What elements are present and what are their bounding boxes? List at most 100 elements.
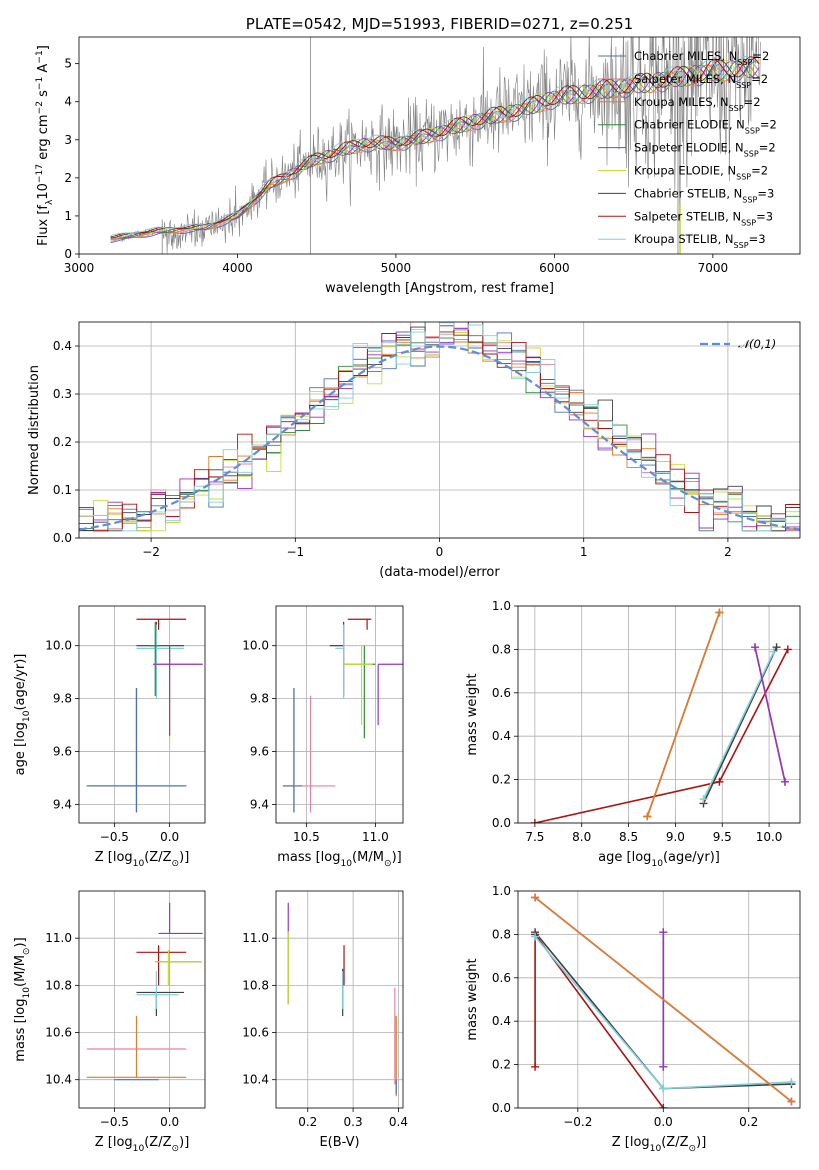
tick-label-y: 5 [64,57,72,71]
x-axis-label: wavelength [Angstrom, rest frame] [325,281,554,296]
errorbar-point [155,949,202,986]
histogram-step [79,322,800,538]
tick-label-y: 10.8 [45,978,72,992]
tick-label-y: 0 [64,247,72,261]
legend-label: Salpeter MILES, NSSP=2 [634,72,768,90]
tick-label-x: 10.5 [293,830,320,844]
series-line [643,608,724,821]
tick-label-x: 0.0 [160,1115,179,1129]
line-path [534,896,792,1103]
errorbar-point [377,663,403,726]
plus-marker [643,812,652,821]
plot-area [86,902,203,1081]
legend-label: Chabrier STELIB, NSSP=3 [634,186,774,204]
tick-label-x: 9.0 [666,830,685,844]
tick-label-x: 8.0 [572,830,591,844]
y-axis-label: mass weight [465,958,480,1040]
errorbar-point [86,688,187,813]
model-curve [110,60,760,242]
model-curve [110,60,760,241]
errorbar-point [343,645,376,739]
errorbar-point [136,618,187,630]
plot-area [530,608,792,823]
tick-label-y: 9.8 [250,692,269,706]
plus-marker [659,1062,668,1071]
tick-label-x: 10.0 [756,830,783,844]
line-path [702,646,778,804]
errorbar-point [158,902,203,935]
series-line [751,643,790,786]
panel-massweight-vs-Z: −0.2 0.0 0.2 0.0 0.2 0.4 0.6 0.8 1.0 Z [log10(Z/Z… [465,884,801,1154]
x-axis-label: E(B-V) [319,1135,359,1150]
grid [276,891,403,1108]
legend-label: Salpeter ELODIE, NSSP=2 [634,141,776,159]
tick-label-y: 0.8 [492,927,511,941]
tick-label-y: 0.4 [492,1014,511,1028]
errorbar-point [153,645,203,736]
axes-frame [517,890,801,1109]
tick-label-x: 0.4 [389,1115,408,1129]
line-path [646,612,721,817]
plus-marker [530,819,539,823]
model-curve [110,56,760,236]
tick-label-x: 0 [436,545,444,559]
tick-label-x: 8.5 [619,830,638,844]
model-curve [110,56,760,238]
errorbar-point [155,949,202,986]
tick-label-y: 0.3 [53,387,72,401]
y-axis-label: mass [log10(M/M⊙)] [13,937,32,1061]
errorbar-point [136,945,187,986]
plus-marker [531,1062,540,1071]
x-axis-label: age [log10(age/yr)] [598,850,720,869]
tick-label-y: 1.0 [492,884,511,898]
errorbar-point [136,971,179,1009]
legend-label: Kroupa MILES, NSSP=2 [634,95,761,113]
plus-marker [659,928,668,937]
line-path [702,651,775,800]
plus-marker [751,643,760,652]
tick-label-y: 10.0 [45,639,72,653]
plus-marker [659,1104,668,1108]
tick-label-x: −0.5 [100,1115,129,1129]
plus-marker [699,795,708,804]
y-axis-label: age [log10(age/yr)] [13,654,32,776]
plus-marker [715,777,724,786]
tick-label-x: −2 [142,545,160,559]
y-axis-label: mass weight [465,673,480,755]
grid [79,891,205,1108]
normal-curve [79,345,800,531]
axes-frame [78,605,206,824]
plus-marker [783,645,792,654]
tick-label-x: 4000 [222,261,253,275]
tick-label-y: 11.0 [242,931,269,945]
tick-label-y: 9.4 [53,797,72,811]
series-line [531,893,796,1106]
tick-label-x: −0.5 [100,830,129,844]
x-axis-label: (data-model)/error [379,565,500,580]
grid [518,605,800,824]
tick-label-y: 3 [64,133,72,147]
tick-label-y: 10.6 [242,1026,269,1040]
tick-label-x: 7.5 [525,830,544,844]
tick-label-y: 0.2 [492,773,511,787]
plus-marker [769,647,778,656]
panel-residuals: −2 −1 0 1 2 0.0 0.1 0.2 0.3 0.4 (data-model)/error… [27,321,801,580]
tick-label-y: 1 [64,209,72,223]
tick-label-y: 0.1 [53,483,72,497]
axes-frame [78,36,801,255]
x-axis-label: Z [log10(Z/Z⊙)] [95,850,190,869]
plot-area [287,902,397,1097]
line-path [754,647,786,782]
axes-frame [517,605,801,824]
tick-label-y: 0.4 [492,729,511,743]
panel-mass-vs-Z: −0.5 0.0 10.4 10.6 10.8 11.0 Z [log10(Z/Z⊙)] ma… [13,890,206,1154]
legend-label: 𝒩(0,1) [738,337,776,351]
axes-frame [275,890,404,1109]
grid [276,606,403,823]
errorbar-point [282,688,295,813]
series-line [699,643,781,808]
errorbar-point [335,624,345,699]
tick-label-x: 0.2 [298,1115,317,1129]
tick-label-y: 0.2 [53,435,72,449]
tick-label-x: −1 [286,545,304,559]
